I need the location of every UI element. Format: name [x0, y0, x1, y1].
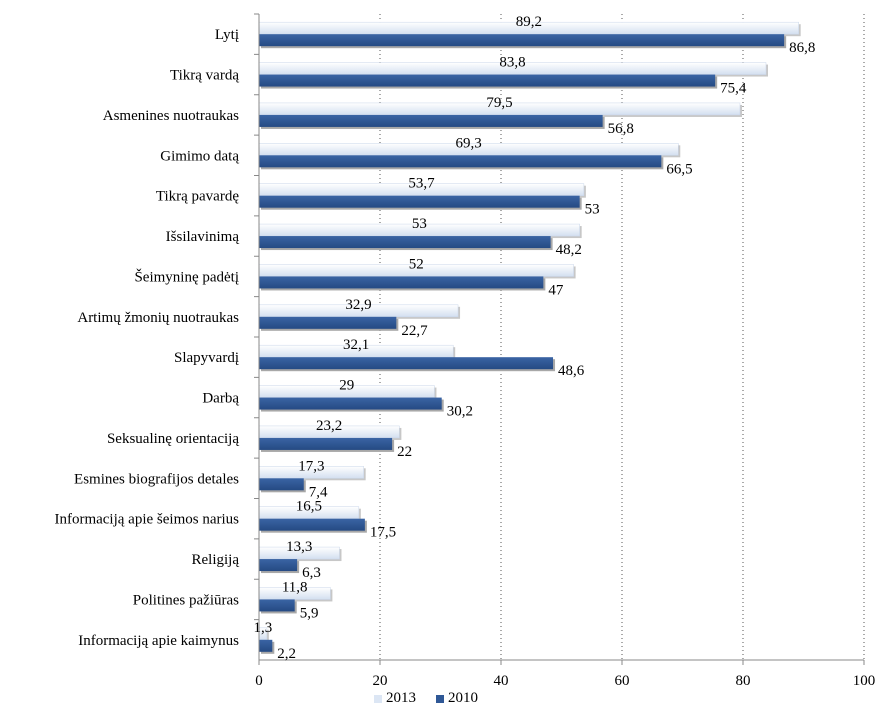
category-label: Gimimo datą [160, 148, 239, 164]
data-label-2010: 48,6 [558, 363, 585, 379]
x-tick-label: 0 [255, 673, 263, 689]
data-label-2010: 56,8 [608, 121, 634, 137]
bar-2010 [259, 478, 304, 491]
category-label: Esmines biografijos detales [74, 471, 239, 487]
bar-2010 [259, 559, 298, 572]
data-label-2013: 89,2 [516, 14, 542, 30]
category-label: Tikrą vardą [170, 68, 239, 84]
legend-swatch-2010 [436, 694, 444, 703]
data-label-2013: 69,3 [456, 135, 482, 151]
data-label-2013: 32,1 [343, 337, 369, 353]
category-label: Šeimyninę padėtį [134, 268, 239, 285]
category-labels: Lytį Tikrą vardą Asmenines nuotraukas Gimim… [54, 27, 239, 649]
data-label-2010: 17,5 [370, 525, 396, 541]
legend-label-2010: 2010 [448, 690, 478, 706]
bar-2010 [259, 155, 662, 168]
data-label-2010: 47 [548, 282, 564, 298]
data-label-2013: 17,3 [298, 458, 324, 474]
bars [258, 21, 801, 654]
category-label: Išsilavinimą [166, 229, 240, 245]
data-label-2010: 2,2 [277, 646, 296, 662]
data-label-2013: 16,5 [296, 499, 322, 515]
bar-2010 [259, 397, 442, 410]
data-label-2013: 11,8 [282, 579, 308, 595]
data-label-2010: 5,9 [300, 605, 319, 621]
tick-labels: 0 20 40 60 80 100 [255, 673, 875, 689]
data-label-2013: 23,2 [316, 418, 342, 434]
category-label: Politines pažiūras [133, 592, 239, 608]
bar-2010 [259, 599, 295, 612]
category-label: Darbą [202, 391, 239, 407]
bar-2010 [259, 437, 393, 450]
data-label-2013: 53,7 [408, 176, 435, 192]
x-tick-label: 60 [615, 673, 630, 689]
x-tick-label: 80 [736, 673, 751, 689]
bar-2010 [259, 114, 603, 127]
data-label-2010: 48,2 [556, 242, 582, 258]
category-label: Tikrą pavardę [156, 189, 240, 205]
data-label-2013: 79,5 [486, 95, 512, 111]
data-label-2013: 1,3 [254, 620, 273, 636]
data-label-2010: 22 [397, 444, 412, 460]
data-label-2010: 7,4 [309, 484, 328, 500]
legend-label-2013: 2013 [386, 690, 416, 706]
category-label: Slapyvardį [174, 350, 239, 366]
legend-item-2013: 2013 [374, 690, 416, 707]
data-label-2010: 6,3 [302, 565, 321, 581]
category-label: Artimų žmonių nuotraukas [77, 310, 239, 326]
category-label: Lytį [215, 27, 239, 43]
data-labels: 89,2 86,8 83,8 75,4 79,5 56,8 69,3 66,5 53,7 53 53… [254, 14, 816, 662]
data-label-2010: 66,5 [666, 161, 692, 177]
bar-2010 [259, 357, 554, 370]
bar-2010 [259, 74, 716, 87]
category-label: Informaciją apie kaimynus [78, 633, 239, 649]
legend-swatch-2013 [374, 694, 382, 703]
data-label-2010: 75,4 [720, 81, 747, 97]
bar-2010 [259, 276, 544, 289]
data-label-2010: 22,7 [401, 323, 428, 339]
data-label-2010: 53 [585, 202, 600, 218]
bar-2010 [259, 639, 273, 652]
data-label-2013: 13,3 [286, 539, 312, 555]
bar-2010 [259, 236, 551, 249]
bar-2010 [259, 518, 365, 531]
x-tick-label: 20 [373, 673, 388, 689]
data-label-2013: 29 [339, 378, 354, 394]
category-label: Religiją [192, 552, 240, 568]
category-label: Informaciją apie šeimos narius [54, 512, 239, 528]
data-label-2010: 30,2 [447, 404, 473, 420]
data-label-2013: 52 [409, 256, 424, 272]
data-label-2013: 32,9 [345, 297, 371, 313]
data-label-2013: 53 [412, 216, 427, 232]
data-label-2010: 86,8 [789, 40, 815, 56]
legend-item-2010: 2010 [436, 690, 478, 707]
category-label: Seksualinę orientaciją [107, 431, 239, 447]
category-label: Asmenines nuotraukas [103, 108, 239, 124]
axes [254, 13, 865, 665]
x-tick-label: 100 [853, 673, 876, 689]
legend: 2013 2010 [374, 690, 478, 707]
bar-2010 [259, 195, 580, 208]
bar-2010 [259, 316, 397, 329]
bar-2010 [259, 34, 785, 47]
data-label-2013: 83,8 [499, 55, 525, 71]
x-tick-label: 40 [494, 673, 509, 689]
